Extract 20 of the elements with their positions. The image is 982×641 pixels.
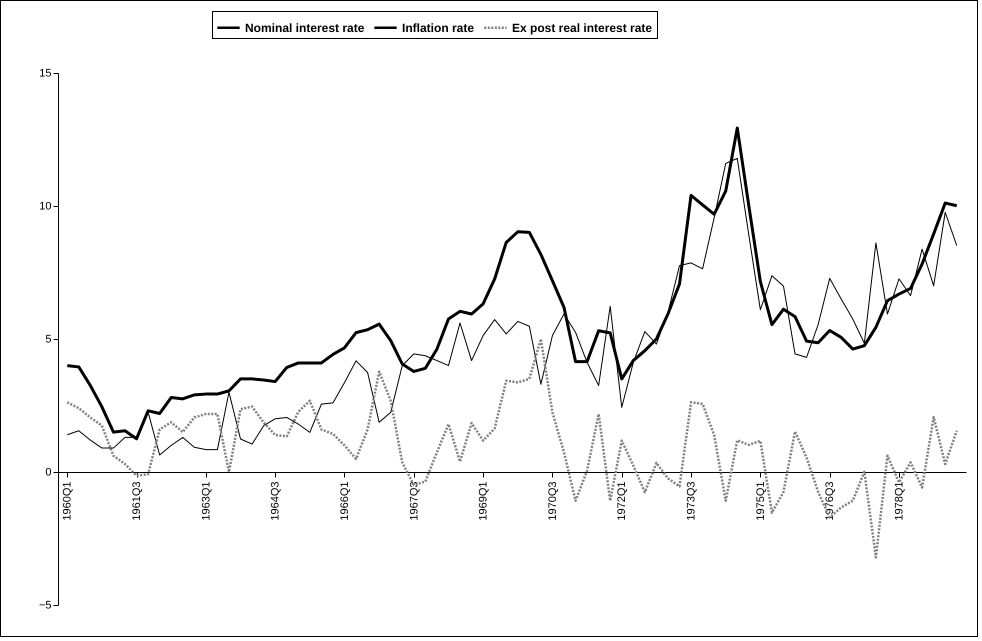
x-tick-label: 1963Q1 bbox=[200, 482, 212, 521]
y-tick-label: 0 bbox=[45, 466, 52, 478]
x-tick-label: 1966Q1 bbox=[338, 482, 351, 521]
x-tick-label: 1964Q3 bbox=[270, 482, 282, 521]
legend-label: Nominal interest rate bbox=[245, 20, 365, 35]
x-tick-label: 1960Q1 bbox=[62, 482, 74, 521]
y-tick-label: 10 bbox=[39, 200, 52, 212]
x-tick-label: 1972Q1 bbox=[616, 482, 628, 521]
x-tick-label: 1973Q3 bbox=[686, 482, 698, 521]
y-tick-label: 5 bbox=[45, 334, 52, 346]
x-tick-label: 1967Q3 bbox=[408, 482, 420, 521]
y-tick-label: 15 bbox=[39, 68, 52, 80]
legend-label: Ex post real interest rate bbox=[512, 20, 652, 35]
x-tick-label: 1961Q3 bbox=[131, 482, 144, 521]
legend-label: Inflation rate bbox=[402, 20, 474, 35]
x-tick-label: 1975Q1 bbox=[754, 482, 767, 521]
x-tick-label: 1969Q1 bbox=[478, 482, 490, 521]
x-tick-label: 1970Q3 bbox=[546, 482, 559, 521]
x-tick-label: 1978Q1 bbox=[893, 482, 906, 521]
y-tick-label: −5 bbox=[38, 600, 52, 612]
